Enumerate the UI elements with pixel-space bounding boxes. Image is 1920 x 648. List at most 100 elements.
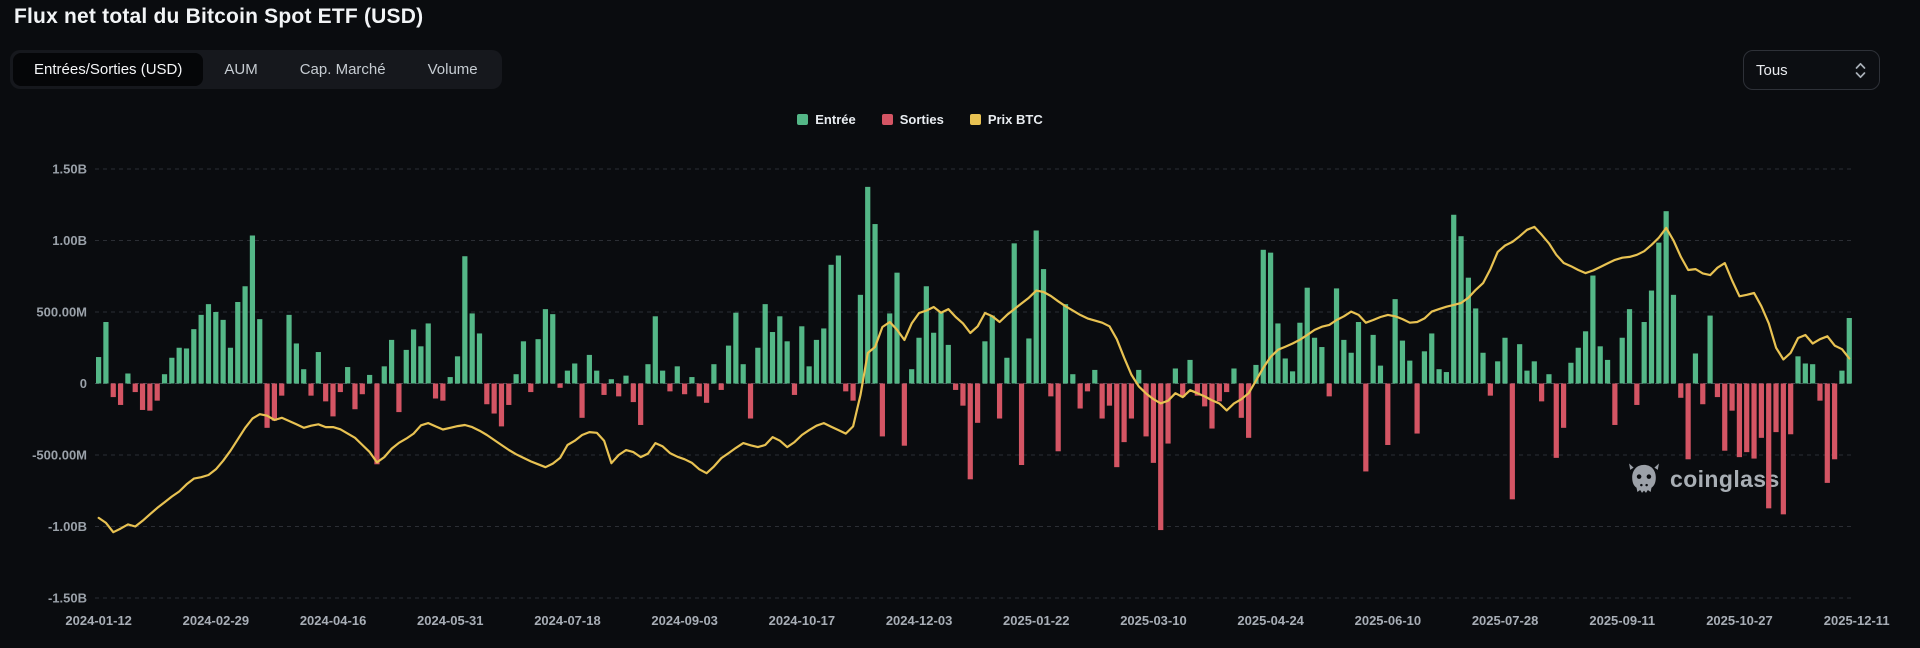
entree-bar [1370,334,1376,384]
entree-bar [1465,277,1471,384]
legend-item-prix-btc[interactable]: Prix BTC [969,112,1043,127]
entree-bar [1231,368,1237,384]
sorties-bar [1758,383,1764,438]
entree-bar [645,364,651,384]
entree-bar [1436,369,1442,384]
sorties-bar [1363,383,1369,472]
entree-bar [520,341,527,384]
legend-label: Prix BTC [987,112,1043,127]
entree-bar [183,348,190,384]
sorties-bar [139,383,146,410]
sorties-bar [352,383,358,410]
entree-bar [1311,337,1318,384]
entree-bar [301,369,307,384]
entree-bar [1473,308,1479,384]
select-chevrons-icon [1855,62,1866,78]
sorties-bar [696,383,702,397]
entree-bar [542,309,549,384]
sorties-bar [843,383,849,392]
entree-bar [1648,290,1655,384]
entree-bar [367,374,373,384]
entree-bar [1253,364,1259,384]
entree-bar [1458,236,1464,384]
prix-btc-line [97,225,1851,534]
entree-bar [1692,353,1699,384]
y-tick-label: 1.00B [52,233,87,248]
entree-bar [1495,361,1501,384]
entree-bar [1319,347,1325,384]
x-tick-label: 2024-01-12 [65,613,132,628]
sorties-bar [1634,383,1640,405]
range-select[interactable]: Tous [1743,50,1880,90]
entree-bar [828,264,834,384]
sorties-bar [616,383,622,397]
sorties-bar [1165,383,1171,444]
entree-bar [1172,368,1178,384]
entree-bar [96,357,102,384]
entree-bar [725,345,732,384]
sorties-bar [1736,383,1742,458]
sorties-bar [1824,383,1830,483]
tab-aum[interactable]: AUM [224,61,258,78]
sorties-bar [1077,383,1083,409]
entree-bar [176,347,182,384]
x-tick-label: 2025-07-28 [1472,613,1539,628]
coinglass-watermark: coinglass [1627,461,1780,497]
entree-bar [1341,339,1347,384]
entree-bar [213,312,219,384]
x-tick-label: 2024-10-17 [769,613,836,628]
legend-item-sorties[interactable]: Sorties [881,112,944,127]
sorties-bar [374,383,380,465]
sorties-bar [1238,383,1244,418]
legend-item-entree[interactable]: Entrée [797,112,856,127]
entree-bar [1407,360,1413,384]
sorties-bar [1539,383,1545,402]
entree-bar [1421,351,1428,384]
tab-entrees-sorties-usd[interactable]: Entrées/Sorties (USD) [13,53,204,86]
entree-bar [769,332,776,384]
sorties-bar [154,383,160,401]
sorties-bar [1202,383,1208,407]
entree-bar [454,356,461,384]
y-tick-label: 1.50B [52,162,87,177]
entree-bar [784,341,790,384]
y-tick-label: 0 [80,376,87,391]
entree-bar [1289,371,1296,384]
tab-cap-marche[interactable]: Cap. Marché [299,61,386,78]
tab-volume[interactable]: Volume [427,61,478,78]
sorties-bar [1773,383,1779,433]
sorties-bar [1766,383,1772,509]
prix-btc-swatch-icon [969,114,981,125]
sorties-bar [1509,383,1515,500]
sorties-bar [1150,383,1156,463]
entree-bar [1619,337,1625,384]
entree-bar [1187,359,1193,384]
sorties-bar [703,383,710,403]
sorties-bar [110,383,116,398]
entree-bar [1590,275,1596,384]
x-tick-label: 2024-04-16 [300,613,367,628]
entree-bar [982,341,988,384]
entree-bar [1275,323,1281,384]
sorties-bar [1143,383,1149,437]
sorties-bar [271,383,277,421]
sorties-bar [1751,383,1757,459]
x-tick-label: 2025-04-24 [1237,613,1304,628]
entree-bar [755,347,761,384]
sorties-bar [132,383,138,393]
sorties-bar [1121,383,1127,443]
entree-bar [1333,288,1340,384]
entree-bar [931,332,937,384]
entree-bar [1802,363,1808,384]
sorties-bar [1487,383,1493,396]
entree-bar [564,370,570,384]
entree-bar [418,346,424,384]
entree-bar [235,301,241,384]
entree-bar [1348,352,1354,384]
entree-bar [1282,358,1288,384]
x-tick-label: 2025-01-22 [1003,613,1070,628]
entree-bar [887,313,893,384]
y-tick-label: -1.50B [48,591,87,606]
sorties-bar [117,383,124,405]
